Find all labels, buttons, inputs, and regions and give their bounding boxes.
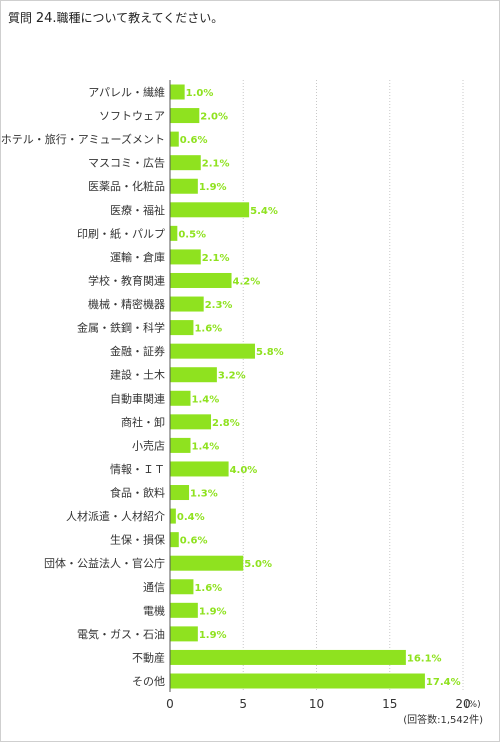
category-label: 食品・飲料 bbox=[110, 486, 165, 500]
value-label: 16.1% bbox=[407, 653, 442, 664]
category-label: 団体・公益法人・官公庁 bbox=[44, 556, 165, 570]
value-label: 5.8% bbox=[256, 347, 284, 358]
bar bbox=[170, 272, 232, 288]
value-label: 2.3% bbox=[205, 300, 233, 311]
bar bbox=[170, 131, 179, 147]
category-label: 情報・ＩＴ bbox=[110, 463, 165, 476]
bar bbox=[170, 296, 204, 312]
category-label: 機械・精密機器 bbox=[88, 297, 165, 311]
bar bbox=[170, 343, 255, 359]
value-label: 5.0% bbox=[244, 559, 272, 570]
category-label: ホテル・旅行・アミューズメント bbox=[1, 132, 165, 146]
value-label: 4.2% bbox=[233, 276, 261, 287]
value-label: 0.6% bbox=[180, 536, 208, 547]
value-label: 1.0% bbox=[186, 88, 214, 99]
bar bbox=[170, 673, 425, 689]
bar bbox=[170, 602, 198, 618]
bar bbox=[170, 249, 201, 265]
bar bbox=[170, 84, 185, 100]
value-label: 1.9% bbox=[199, 606, 227, 617]
x-unit-label: (%) bbox=[465, 700, 481, 710]
value-label: 17.4% bbox=[426, 677, 461, 688]
bars bbox=[170, 84, 425, 689]
category-label: 人材派遣・人材紹介 bbox=[66, 509, 165, 523]
bar bbox=[170, 532, 179, 548]
category-label: 金属・鉄鋼・科学 bbox=[77, 321, 165, 335]
category-label: 学校・教育関連 bbox=[88, 273, 165, 287]
value-label: 1.3% bbox=[190, 489, 218, 500]
category-label: 電機 bbox=[143, 603, 165, 617]
bar bbox=[170, 461, 229, 477]
category-label: 商社・卸 bbox=[121, 415, 165, 429]
bar bbox=[170, 579, 194, 595]
category-label: 運輸・倉庫 bbox=[110, 250, 165, 264]
category-label: 自動車関連 bbox=[110, 391, 165, 405]
question-number: 24. bbox=[35, 11, 57, 26]
bar bbox=[170, 390, 191, 406]
value-label: 0.6% bbox=[180, 135, 208, 146]
value-label: 1.9% bbox=[199, 630, 227, 641]
category-label: 小売店 bbox=[132, 438, 165, 452]
x-tick-label: 5 bbox=[239, 697, 247, 711]
category-label: 金融・証券 bbox=[110, 344, 165, 358]
x-tick-label: 10 bbox=[309, 697, 324, 711]
category-label: 印刷・紙・パルプ bbox=[77, 226, 165, 240]
grid-lines bbox=[242, 80, 464, 692]
bar bbox=[170, 108, 200, 124]
value-label: 0.4% bbox=[177, 512, 205, 523]
bar bbox=[170, 414, 212, 430]
value-label: 0.5% bbox=[178, 229, 206, 240]
value-label: 1.4% bbox=[192, 441, 220, 452]
x-tick-label: 0 bbox=[166, 697, 174, 711]
bar bbox=[170, 485, 190, 501]
category-label: 生保・損保 bbox=[110, 533, 165, 547]
bar bbox=[170, 225, 178, 241]
bar bbox=[170, 649, 406, 665]
value-label: 1.6% bbox=[194, 324, 222, 335]
category-label: その他 bbox=[132, 675, 165, 688]
question-text: 職種について教えてください。 bbox=[56, 11, 224, 25]
bar bbox=[170, 508, 176, 524]
category-label: 医療・福祉 bbox=[110, 203, 165, 217]
value-label: 2.8% bbox=[212, 418, 240, 429]
category-label: ソフトウェア bbox=[99, 110, 165, 123]
bar bbox=[170, 155, 201, 171]
bar bbox=[170, 555, 244, 571]
value-label: 1.9% bbox=[199, 182, 227, 193]
bar bbox=[170, 320, 194, 336]
value-label: 1.6% bbox=[194, 583, 222, 594]
x-tick-label: 15 bbox=[382, 697, 397, 711]
axes: 0 5 10 15 20(%) (回答数:1,542件) bbox=[166, 80, 483, 726]
value-label: 1.4% bbox=[192, 394, 220, 405]
value-label: 2.0% bbox=[200, 112, 228, 123]
question-title: 質問 24.職種について教えてください。 bbox=[8, 9, 223, 26]
x-tick-label: 20 bbox=[455, 697, 470, 711]
value-label: 2.1% bbox=[202, 253, 230, 264]
labels: アパレル・繊維 1.0% ソフトウェア 2.0% ホテル・旅行・アミューズメント 0.6%… bbox=[1, 86, 461, 688]
question-prefix: 質問 bbox=[8, 11, 33, 25]
category-label: 通信 bbox=[143, 581, 165, 594]
value-label: 5.4% bbox=[250, 206, 278, 217]
value-label: 2.1% bbox=[202, 159, 230, 170]
category-label: 電気・ガス・石油 bbox=[77, 627, 165, 641]
category-label: 不動産 bbox=[132, 650, 165, 664]
bar bbox=[170, 626, 198, 642]
category-label: アパレル・繊維 bbox=[88, 86, 165, 99]
bar bbox=[170, 437, 191, 453]
value-label: 3.2% bbox=[218, 371, 246, 382]
category-label: マスコミ・広告 bbox=[88, 157, 165, 170]
category-label: 医薬品・化粧品 bbox=[88, 179, 165, 193]
category-label: 建設・土木 bbox=[110, 368, 165, 382]
bar bbox=[170, 202, 250, 218]
response-count-note: (回答数:1,542件) bbox=[403, 713, 483, 726]
value-label: 4.0% bbox=[230, 465, 258, 476]
bar bbox=[170, 367, 217, 383]
bar bbox=[170, 178, 198, 194]
